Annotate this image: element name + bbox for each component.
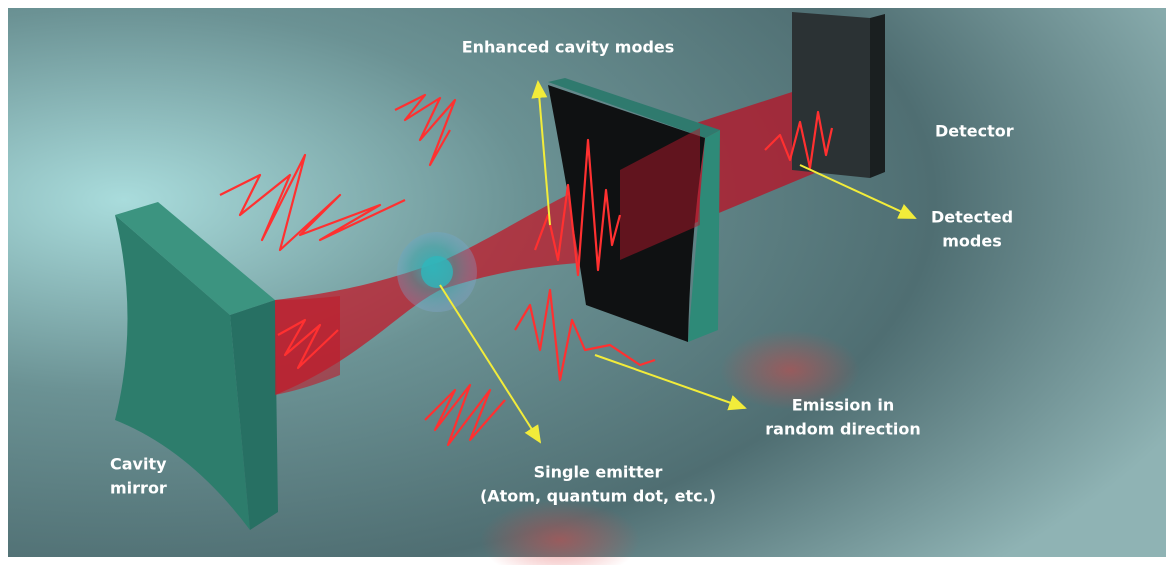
label: Emission in — [792, 396, 894, 415]
label: Detected — [931, 208, 1013, 227]
label: modes — [942, 232, 1002, 251]
label: Enhanced cavity modes — [462, 38, 675, 57]
emitter-core — [421, 256, 453, 288]
label: mirror — [110, 479, 167, 498]
diagram: Enhanced cavity modes Detector Detected mod… — [0, 0, 1174, 565]
detector-face — [792, 12, 870, 178]
label: Cavity — [110, 455, 167, 474]
detector-side — [870, 14, 885, 178]
label: random direction — [765, 420, 920, 439]
label: (Atom, quantum dot, etc.) — [480, 487, 716, 506]
label: Detector — [935, 122, 1014, 141]
label: Single emitter — [534, 463, 663, 482]
